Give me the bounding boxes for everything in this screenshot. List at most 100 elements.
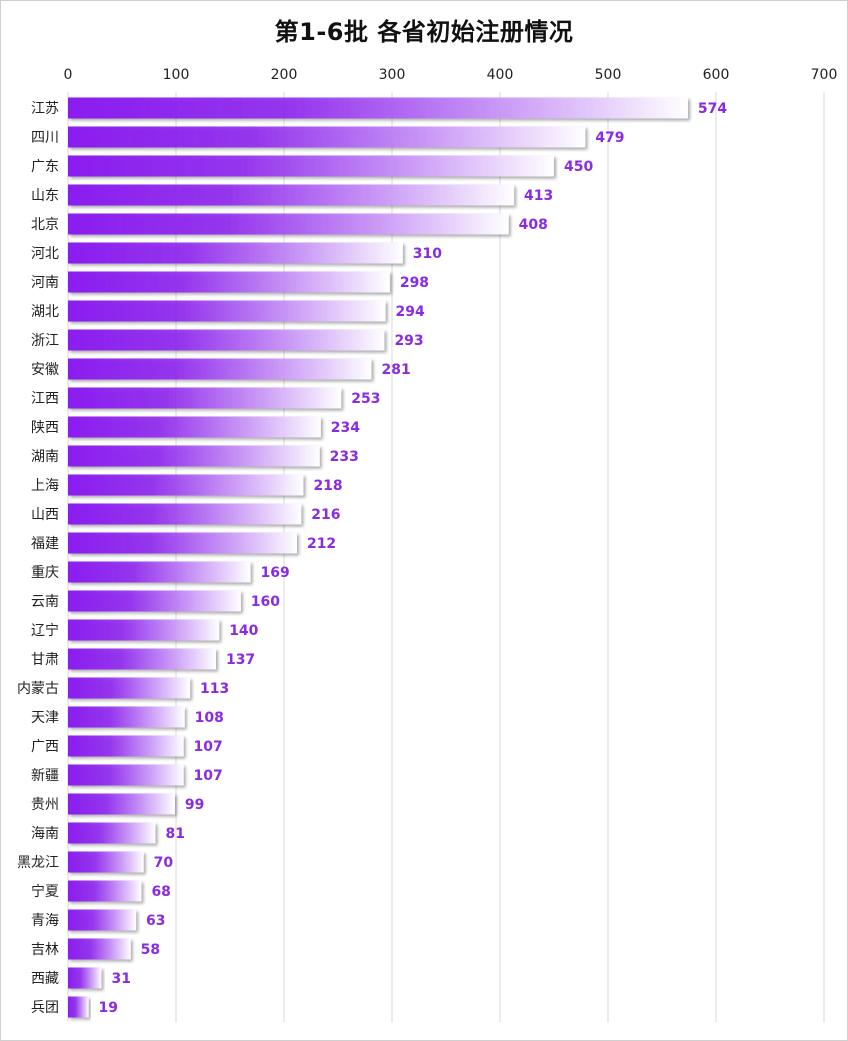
- category-label: 黑龙江: [17, 855, 59, 871]
- category-label: 湖北: [31, 304, 59, 320]
- value-label: 19: [99, 1000, 118, 1016]
- bar: [68, 358, 372, 380]
- category-label: 河北: [31, 246, 59, 262]
- x-tick-label: 200: [271, 67, 298, 83]
- value-label: 234: [331, 420, 360, 436]
- category-label: 新疆: [31, 768, 59, 784]
- value-label: 107: [194, 768, 223, 784]
- category-label: 内蒙古: [17, 681, 59, 697]
- value-label: 99: [185, 797, 204, 813]
- bar: [68, 271, 390, 293]
- value-label: 294: [396, 304, 425, 320]
- chart-title: 第1-6批 各省初始注册情况: [274, 18, 574, 46]
- value-label: 31: [111, 971, 130, 987]
- value-label: 293: [394, 333, 423, 349]
- value-label: 169: [261, 565, 290, 581]
- bar: [68, 561, 251, 583]
- category-label: 浙江: [31, 333, 59, 349]
- value-label: 218: [313, 478, 342, 494]
- bar: [68, 706, 185, 728]
- x-tick-label: 700: [811, 67, 838, 83]
- value-label: 137: [226, 652, 255, 668]
- value-label: 310: [413, 246, 442, 262]
- value-label: 298: [400, 275, 429, 291]
- category-label: 西藏: [31, 971, 59, 987]
- value-label: 70: [154, 855, 174, 871]
- bar: [68, 764, 184, 786]
- value-label: 253: [351, 391, 380, 407]
- category-label: 江苏: [31, 101, 59, 117]
- value-label: 450: [564, 159, 593, 175]
- category-label: 兵团: [31, 1000, 59, 1016]
- bar: [68, 909, 137, 931]
- category-label: 安徽: [31, 362, 59, 378]
- category-label: 贵州: [31, 797, 59, 813]
- bar: [68, 590, 241, 612]
- bar: [68, 213, 509, 235]
- bar: [68, 387, 342, 409]
- bar: [68, 532, 297, 554]
- category-label: 河南: [31, 275, 59, 291]
- value-label: 408: [519, 217, 548, 233]
- category-label: 重庆: [31, 565, 59, 581]
- x-tick-label: 0: [64, 67, 73, 83]
- bar: [68, 474, 304, 496]
- category-label: 广东: [31, 159, 59, 175]
- labels: 0 100 200 300 400 500 600 700 江苏 574 四川 479 广东 450 山东 4…: [17, 67, 837, 1016]
- value-label: 212: [307, 536, 336, 552]
- category-label: 上海: [31, 478, 59, 494]
- bar: [68, 851, 144, 873]
- value-label: 479: [595, 130, 624, 146]
- category-label: 四川: [31, 130, 59, 146]
- x-tick-label: 100: [163, 67, 190, 83]
- category-label: 广西: [31, 739, 59, 755]
- value-label: 413: [524, 188, 553, 204]
- x-tick-label: 300: [379, 67, 406, 83]
- category-label: 青海: [31, 913, 59, 929]
- value-label: 281: [381, 362, 410, 378]
- bar: [68, 677, 191, 699]
- category-label: 甘肃: [31, 652, 59, 668]
- bar: [68, 503, 302, 525]
- value-label: 58: [141, 942, 160, 958]
- bar: [68, 97, 688, 119]
- value-label: 233: [330, 449, 359, 465]
- category-label: 山东: [31, 188, 59, 204]
- bar: [68, 880, 142, 902]
- value-label: 81: [165, 826, 184, 842]
- category-label: 湖南: [31, 449, 59, 465]
- bar: [68, 967, 102, 989]
- value-label: 574: [698, 101, 727, 117]
- bar: [68, 735, 184, 757]
- bar: [68, 300, 386, 322]
- bar: [68, 445, 320, 467]
- bar: [68, 184, 515, 206]
- value-label: 107: [194, 739, 223, 755]
- x-tick-label: 600: [703, 67, 730, 83]
- value-label: 160: [251, 594, 280, 610]
- bar: [68, 822, 156, 844]
- value-label: 140: [229, 623, 258, 639]
- category-label: 江西: [31, 391, 59, 407]
- bar: [68, 416, 321, 438]
- value-label: 63: [146, 913, 165, 929]
- category-label: 吉林: [31, 942, 59, 958]
- value-label: 68: [151, 884, 170, 900]
- category-label: 云南: [31, 594, 59, 610]
- category-label: 山西: [31, 507, 59, 523]
- category-label: 辽宁: [31, 622, 59, 639]
- value-label: 216: [311, 507, 340, 523]
- x-tick-label: 400: [487, 67, 514, 83]
- category-label: 天津: [31, 710, 59, 726]
- bars: [68, 97, 688, 1018]
- category-label: 陕西: [31, 420, 59, 436]
- bar: [68, 242, 403, 264]
- value-label: 113: [200, 681, 229, 697]
- category-label: 福建: [31, 536, 59, 552]
- category-label: 海南: [31, 826, 59, 842]
- bar: [68, 938, 131, 960]
- bar: [68, 619, 220, 641]
- bar: [68, 648, 216, 670]
- value-label: 108: [195, 710, 224, 726]
